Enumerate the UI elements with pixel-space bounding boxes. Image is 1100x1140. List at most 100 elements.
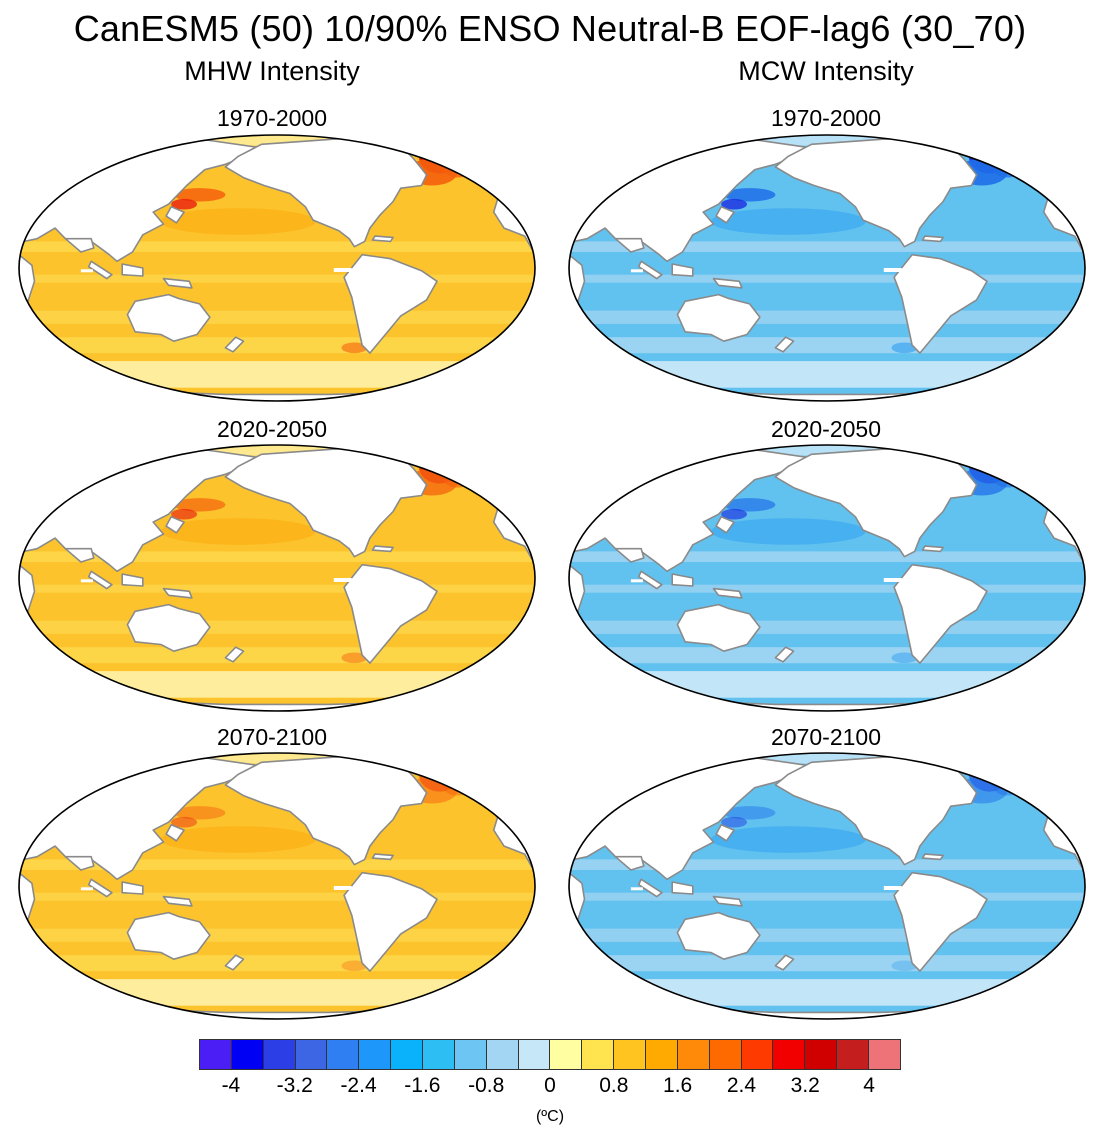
colorbar (199, 1039, 901, 1070)
missing-data-gap (80, 887, 93, 891)
colorbar-tick-label: -3.2 (276, 1074, 313, 1097)
intensity-anomaly (160, 826, 316, 853)
land-mass (343, 253, 438, 354)
land-mass (224, 754, 428, 866)
intensity-anomaly (891, 342, 918, 354)
land-mass (712, 277, 743, 289)
missing-data-gap (883, 886, 902, 890)
intensity-anomaly (341, 342, 368, 354)
figure-title: CanESM5 (50) 10/90% ENSO Neutral-B EOF-l… (73, 8, 1027, 49)
colorbar-swatch (518, 1040, 551, 1069)
colorbar-tick-label: 2.4 (726, 1074, 757, 1097)
land-mass (162, 587, 193, 599)
intensity-band (569, 310, 1085, 324)
land-mass (671, 573, 694, 587)
land-mass (774, 136, 978, 248)
map-border (568, 752, 1086, 1020)
colorbar-swatch (263, 1040, 296, 1069)
intensity-band (569, 647, 1085, 664)
intensity-band (569, 892, 1085, 901)
land-mass (671, 263, 694, 277)
land-mass (508, 805, 518, 818)
land-mass (715, 516, 735, 534)
intensity-anomaly (723, 188, 776, 202)
land-mass (715, 824, 735, 842)
land-mass (87, 570, 113, 590)
intensity-anomaly (173, 806, 226, 820)
land-mass (637, 570, 663, 590)
land-mass (371, 853, 394, 861)
intensity-band (569, 241, 1085, 252)
land-mass (774, 646, 795, 663)
intensity-band (19, 671, 535, 698)
land-mass (64, 237, 95, 253)
colorbar-swatch (327, 1040, 360, 1069)
land-mass (774, 446, 978, 558)
missing-data-gap (883, 578, 902, 582)
map-mhw-2070-2100 (18, 752, 536, 1020)
land-mass (224, 336, 245, 353)
colorbar-swatch (582, 1040, 615, 1069)
intensity-band (19, 928, 535, 942)
land-mass (671, 881, 694, 895)
intensity-band (19, 337, 535, 354)
intensity-anomaly (710, 518, 866, 545)
land-mass (126, 603, 211, 652)
land-mass (371, 235, 394, 243)
intensity-anomaly (171, 198, 198, 210)
intensity-band (19, 979, 535, 1006)
intensity-band (569, 955, 1085, 972)
colorbar-swatch (646, 1040, 678, 1069)
period-title: 2070-2100 (771, 724, 881, 750)
missing-data-gap (630, 579, 643, 583)
colorbar-tick-label: 0 (544, 1074, 556, 1097)
colorbar-swatch (869, 1040, 900, 1069)
intensity-anomaly (173, 498, 226, 512)
intensity-anomaly (341, 960, 368, 972)
intensity-anomaly (442, 466, 474, 488)
land-mass (676, 603, 761, 652)
colorbar-swatch (295, 1040, 328, 1069)
land-mass (162, 895, 193, 907)
colorbar-tick-label: 0.8 (599, 1074, 629, 1097)
land-mass (126, 911, 211, 960)
land-mass (614, 547, 645, 563)
land-mass (165, 516, 185, 534)
colorbar-swatch (423, 1040, 455, 1069)
missing-data-gap (333, 578, 352, 582)
land-mass (712, 587, 743, 599)
land-mass (1058, 497, 1068, 510)
intensity-anomaly (160, 518, 316, 545)
land-mass (87, 878, 113, 898)
land-mass (893, 871, 988, 972)
land-mass (165, 824, 185, 842)
intensity-band (19, 241, 535, 252)
land-mass (715, 206, 735, 224)
intensity-anomaly (442, 774, 474, 796)
land-mass (508, 497, 518, 510)
intensity-band (19, 955, 535, 972)
column-title-mcw: MCW Intensity (738, 56, 914, 86)
colorbar-swatch (200, 1040, 232, 1069)
land-mass (893, 253, 988, 354)
intensity-band (569, 979, 1085, 1006)
intensity-anomaly (160, 208, 316, 235)
intensity-anomaly (721, 198, 747, 210)
land-mass (343, 563, 438, 664)
land-mass (893, 563, 988, 664)
map-border (568, 134, 1086, 402)
intensity-anomaly (442, 156, 474, 178)
intensity-band (569, 671, 1085, 698)
colorbar-swatch (391, 1040, 424, 1069)
missing-data-gap (630, 269, 643, 273)
map-mcw-2070-2100 (568, 752, 1086, 1020)
land-mass (224, 646, 245, 663)
map-border (18, 134, 536, 402)
intensity-anomaly (992, 774, 1024, 796)
colorbar-swatch (805, 1040, 838, 1069)
land-mass (921, 545, 944, 553)
missing-data-gap (883, 268, 902, 272)
land-mass (162, 277, 193, 289)
colorbar-swatch (741, 1040, 774, 1069)
land-mass (614, 237, 645, 253)
